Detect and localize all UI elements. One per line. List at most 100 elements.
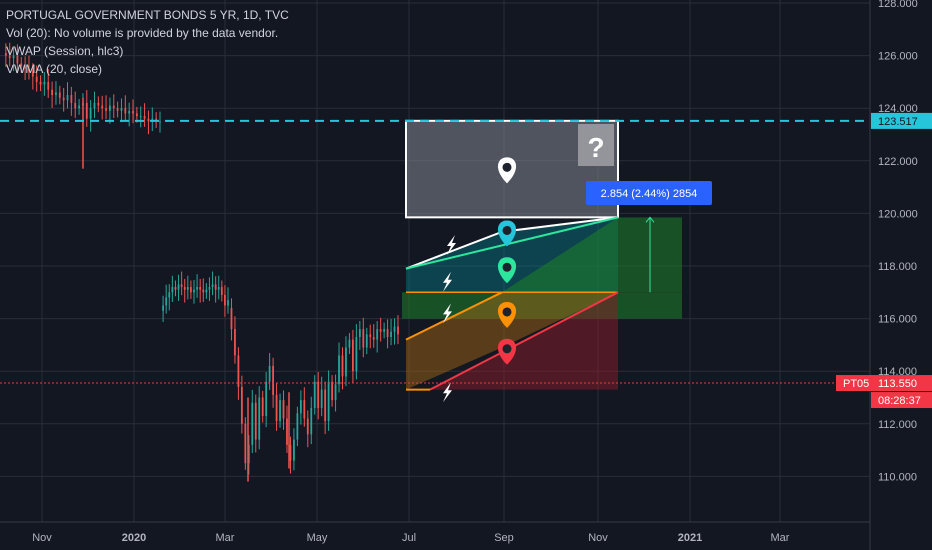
candle-body <box>12 55 15 59</box>
candle-body <box>383 329 386 332</box>
candle-body <box>327 381 330 422</box>
candle-body <box>132 110 134 114</box>
candle-body <box>28 68 30 72</box>
time-tick-label: Sep <box>494 532 514 544</box>
candle-body <box>220 287 223 295</box>
candle-body <box>214 284 217 290</box>
candle-body <box>143 116 146 119</box>
countdown-tag <box>871 392 932 409</box>
candle-body <box>258 397 261 440</box>
candle-body <box>397 326 399 335</box>
candle-body <box>202 289 205 293</box>
question-box <box>578 124 614 166</box>
candle-body <box>240 386 243 424</box>
candle-body <box>331 381 333 401</box>
candle-body <box>251 402 254 445</box>
price-tick-label: 116.000 <box>878 314 917 326</box>
candle-body <box>341 355 344 377</box>
candle-body <box>174 287 177 290</box>
cyan-trend-line <box>405 216 619 270</box>
question-mark: ? <box>587 132 604 163</box>
candle-body <box>78 105 80 109</box>
candle-body <box>376 329 379 340</box>
candle-body <box>265 381 268 416</box>
price-tick-label: 122.000 <box>878 156 918 168</box>
candle-body <box>275 394 278 422</box>
candle-body <box>355 337 358 372</box>
measure-label: 2.854 (2.44%) 2854 <box>601 188 698 200</box>
measure-arrow-head <box>645 216 655 223</box>
candle-body <box>116 108 119 111</box>
candle-body <box>74 102 77 109</box>
legend-title[interactable]: PORTUGAL GOVERNMENT BONDS 5 YR, 1D, TVC <box>6 8 289 22</box>
candle-body <box>224 294 226 306</box>
candle-body <box>139 116 142 118</box>
map-pin-hole <box>502 344 512 354</box>
candle-body <box>47 81 50 90</box>
candle-body <box>247 444 250 464</box>
candle-body <box>43 81 46 85</box>
candle-body <box>324 389 327 422</box>
current-price-label: 113.550 <box>878 378 917 390</box>
time-tick-label: 2020 <box>122 532 146 544</box>
candle-body <box>227 300 229 306</box>
price-tick-label: 118.000 <box>878 261 917 273</box>
candle-body <box>180 284 183 288</box>
candle-body <box>193 289 195 293</box>
time-tick-label: 2021 <box>678 532 702 544</box>
candle-body <box>272 365 275 395</box>
candle-body <box>293 439 295 461</box>
candle-body <box>190 287 192 293</box>
candle-body <box>299 400 302 414</box>
candle-body <box>334 384 337 401</box>
candle-body <box>393 326 396 332</box>
lightning-icon <box>447 234 456 255</box>
map-pin-hole <box>502 225 512 235</box>
candle-body <box>183 287 186 290</box>
candle-body <box>105 108 107 111</box>
map-pin-hole <box>502 162 512 172</box>
countdown-label: 08:28:37 <box>878 395 921 407</box>
map-pin-hole <box>502 307 512 317</box>
ticker-label: PT05 <box>843 378 869 390</box>
legend-volume[interactable]: Vol (20): No volume is provided by the d… <box>6 26 279 40</box>
candle-body <box>365 334 368 348</box>
candle-body <box>261 397 264 416</box>
time-tick-label: Nov <box>32 532 52 544</box>
time-tick-label: Nov <box>588 532 608 544</box>
map-pin-hole <box>502 262 512 272</box>
legend-vwap[interactable]: VWAP (Session, hlc3) <box>6 44 124 58</box>
candle-body <box>303 400 306 419</box>
candle-body <box>8 55 11 59</box>
candle-body <box>348 339 351 348</box>
candle-body <box>234 329 236 356</box>
candle-body <box>168 292 171 298</box>
candle-body <box>286 418 288 445</box>
candle-body <box>162 305 164 311</box>
candle-body <box>93 102 96 109</box>
measure-label-box <box>586 181 712 205</box>
candle-body <box>85 102 88 119</box>
candle-body <box>128 110 131 114</box>
candle-body <box>16 55 19 64</box>
orange-trend-line <box>405 291 503 341</box>
legend-vwma[interactable]: VWMA (20, close) <box>6 62 103 76</box>
candle-body <box>372 337 375 340</box>
price-tick-label: 126.000 <box>878 51 918 63</box>
candle-body <box>109 105 111 111</box>
candle-body <box>313 381 316 409</box>
price-tick-label: 124.000 <box>878 103 918 115</box>
price-tick-label: 120.000 <box>878 208 918 220</box>
candle-body <box>310 408 313 435</box>
candle-body <box>279 400 281 422</box>
time-tick-label: Mar <box>771 532 790 544</box>
candle-body <box>317 381 320 409</box>
candle-body <box>205 289 208 293</box>
current-price-tag <box>871 375 932 392</box>
candle-body <box>196 287 198 290</box>
candle-body <box>345 347 347 377</box>
time-tick-label: Mar <box>216 532 235 544</box>
candle-body <box>51 89 53 96</box>
